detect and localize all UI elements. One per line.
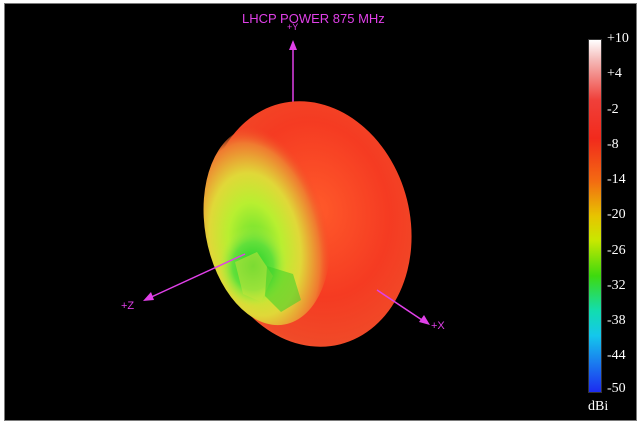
colorbar-tick: -50 — [607, 381, 626, 396]
radiation-lobe — [203, 101, 412, 347]
x-axis-label: +X — [431, 320, 445, 332]
colorbar-unit-label: dBi — [588, 399, 609, 414]
color-scale-bar — [588, 39, 602, 393]
colorbar-tick: -2 — [607, 102, 619, 117]
colorbar-tick: -26 — [607, 243, 626, 258]
y-axis — [289, 40, 297, 104]
colorbar-tick: -44 — [607, 348, 626, 363]
x-axis — [376, 289, 430, 325]
colorbar-tick: +10 — [607, 31, 629, 46]
colorbar-tick: +4 — [607, 66, 622, 81]
colorbar-tick: -8 — [607, 137, 619, 152]
z-axis — [143, 253, 246, 301]
colorbar-tick: -32 — [607, 278, 626, 293]
plot-title: LHCP POWER 875 MHz — [242, 11, 385, 26]
plot-window: LHCP POWER 875 MHz — [4, 3, 637, 421]
y-axis-label: +Y — [287, 22, 299, 32]
colorbar-tick: -14 — [607, 172, 626, 187]
radiation-pattern-view[interactable] — [5, 4, 638, 422]
z-axis-label: +Z — [121, 300, 135, 312]
colorbar-tick: -38 — [607, 313, 626, 328]
colorbar-tick: -20 — [607, 207, 626, 222]
